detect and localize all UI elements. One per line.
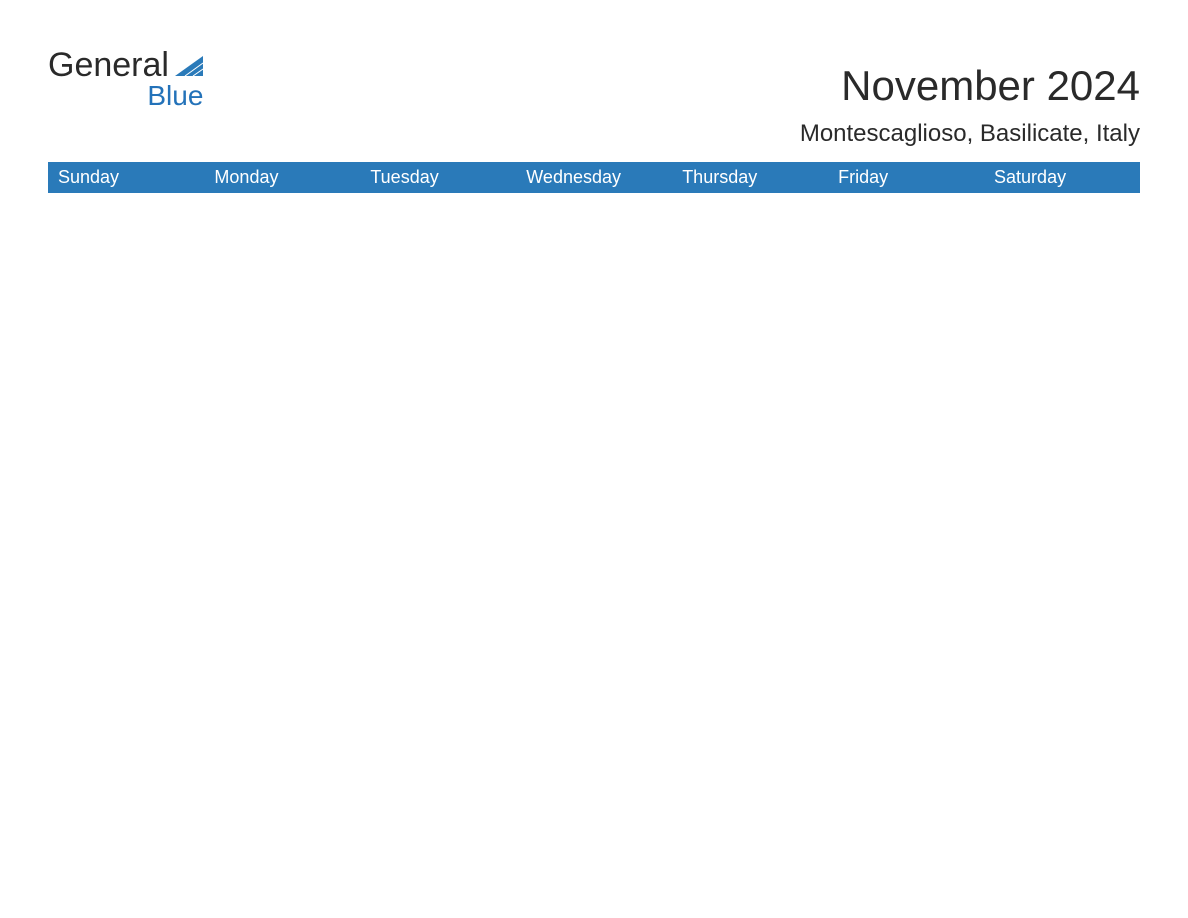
weekday-header: Saturday bbox=[984, 162, 1140, 193]
location-line: Montescaglioso, Basilicate, Italy bbox=[48, 120, 1140, 148]
title-block: November 2024 bbox=[841, 62, 1140, 110]
weekday-header-row: SundayMondayTuesdayWednesdayThursdayFrid… bbox=[48, 162, 1140, 193]
weekday-header: Friday bbox=[828, 162, 984, 193]
logo-word-general: General bbox=[48, 48, 169, 82]
calendar-page: General Blue November 2024 Montescaglios… bbox=[0, 0, 1188, 233]
month-title: November 2024 bbox=[841, 62, 1140, 110]
logo-triangle-icon bbox=[175, 56, 203, 80]
calendar-table: SundayMondayTuesdayWednesdayThursdayFrid… bbox=[48, 162, 1140, 193]
weekday-header: Sunday bbox=[48, 162, 204, 193]
weekday-header: Tuesday bbox=[360, 162, 516, 193]
weekday-header: Monday bbox=[204, 162, 360, 193]
weekday-header: Thursday bbox=[672, 162, 828, 193]
header-row: General Blue November 2024 bbox=[48, 48, 1140, 110]
logo-word-blue: Blue bbox=[48, 82, 203, 110]
weekday-header: Wednesday bbox=[516, 162, 672, 193]
logo: General Blue bbox=[48, 48, 203, 110]
